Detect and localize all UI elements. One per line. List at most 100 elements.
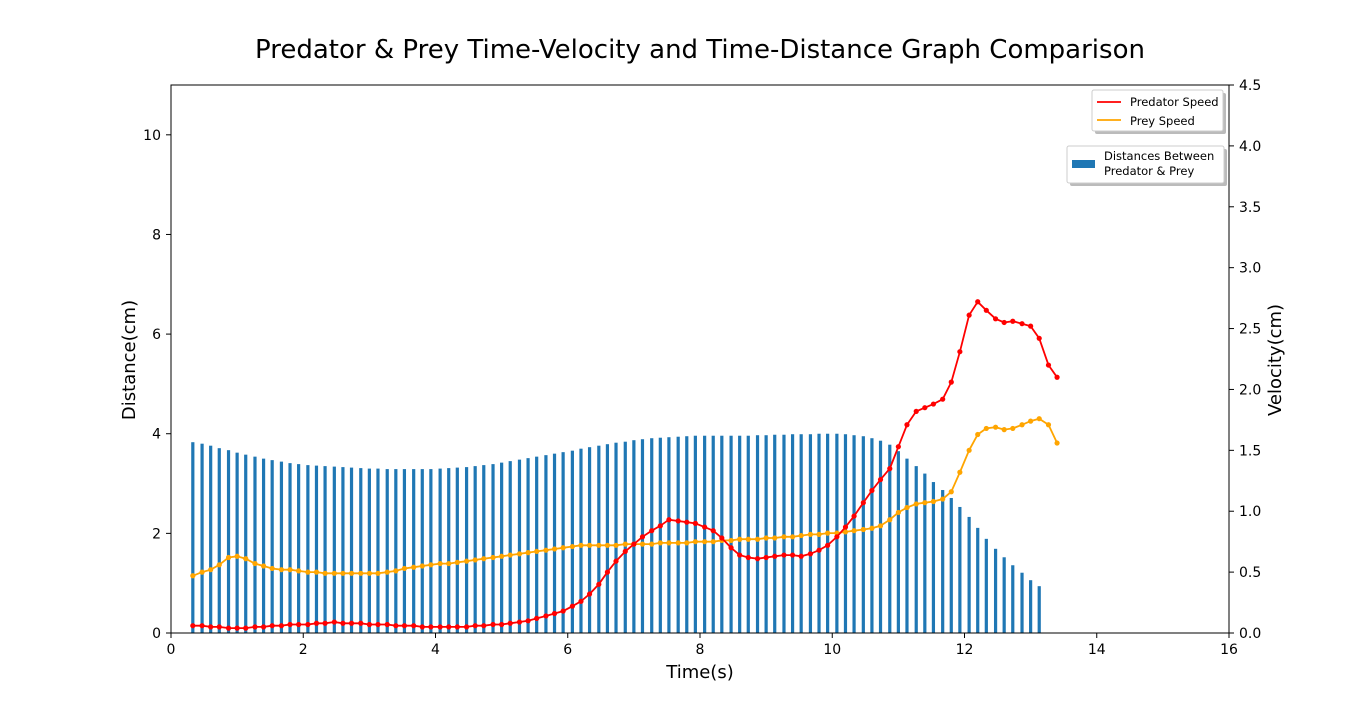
predator-speed-point — [401, 623, 408, 629]
predator-speed-point — [560, 608, 566, 614]
x-tick-label: 16 — [1220, 642, 1238, 658]
prey-speed-point — [869, 525, 875, 531]
predator-speed-point — [516, 619, 523, 625]
distance-bar — [226, 450, 231, 633]
prey-speed-point — [983, 425, 989, 432]
predator-speed-point — [1028, 323, 1034, 329]
prey-speed-point — [322, 570, 328, 576]
predator-speed-point — [269, 623, 275, 629]
prey-speed-point — [842, 529, 849, 535]
y-left-tick-label: 8 — [152, 227, 161, 243]
distance-bar — [385, 469, 389, 633]
prey-speed-point — [208, 567, 214, 573]
predator-speed-point — [692, 520, 698, 527]
predator-speed-point — [543, 613, 549, 619]
distance-bar — [976, 527, 980, 633]
prey-speed-point — [216, 562, 222, 568]
distance-bar — [579, 448, 583, 633]
prey-speed-point — [1036, 416, 1042, 422]
distance-bar — [447, 468, 451, 633]
predator-speed-point — [313, 620, 320, 626]
y-left-tick-label: 2 — [152, 526, 161, 542]
distance-bar — [949, 497, 953, 633]
prey-speed-point — [454, 559, 460, 565]
prey-speed-legend-label: Prey Speed — [1130, 114, 1195, 128]
predator-speed-point — [966, 312, 972, 318]
predator-speed-point — [322, 620, 328, 626]
distance-bar — [570, 450, 574, 633]
predator-speed-point — [534, 615, 540, 621]
prey-speed-point — [666, 540, 672, 546]
y-right-tick-label: 2.5 — [1239, 322, 1261, 338]
prey-speed-point — [657, 540, 663, 546]
y-left-tick-label: 0 — [152, 626, 161, 642]
distance-bar — [958, 506, 962, 633]
prey-speed-point — [358, 570, 364, 576]
predator-speed-point — [1036, 335, 1042, 341]
predator-speed-point — [922, 405, 928, 411]
prey-speed-point — [401, 565, 408, 572]
distance-bar — [367, 468, 371, 633]
distance-bar — [632, 440, 636, 633]
predator-speed-point — [1019, 321, 1025, 327]
predator-speed-point — [411, 623, 417, 629]
predator-speed-point — [887, 466, 893, 472]
prey-speed-point — [1001, 427, 1007, 433]
prey-speed-point — [772, 535, 778, 541]
distance-bar — [605, 444, 610, 633]
predator-speed-point — [834, 534, 840, 540]
speed-lines — [190, 299, 1060, 631]
prey-speed-point — [252, 560, 258, 567]
predator-speed-point — [613, 558, 619, 564]
y-left-tick-label: 4 — [152, 427, 161, 443]
distance-bar — [782, 434, 786, 633]
x-axis-label: Time(s) — [665, 662, 733, 683]
predator-speed-point — [1001, 319, 1007, 326]
distance-bar — [341, 467, 345, 633]
predator-speed-point — [260, 624, 267, 630]
y-right-tick-label: 0.0 — [1239, 626, 1261, 642]
predator-speed-point — [772, 553, 778, 559]
prey-speed-point — [243, 556, 249, 562]
predator-speed-point — [525, 618, 531, 624]
prey-speed-point — [604, 542, 611, 548]
prey-speed-point — [737, 536, 743, 542]
predator-speed-point — [649, 528, 655, 534]
prey-speed-point — [507, 552, 513, 558]
prey-speed-point — [851, 528, 857, 534]
distance-bar — [693, 435, 697, 633]
y-right-tick-label: 3.5 — [1239, 200, 1261, 216]
distance-bar — [773, 434, 777, 633]
distance-bar — [623, 441, 627, 633]
x-tick-label: 12 — [956, 642, 974, 658]
prey-speed-point — [877, 523, 884, 529]
y-left-axis-ticks: 0 2 4 6 8 10 — [143, 128, 171, 642]
distance-bar — [790, 434, 795, 633]
predator-speed-legend-label: Predator Speed — [1130, 95, 1219, 109]
y-right-axis-ticks: 0.0 0.5 1.0 1.5 2.0 2.5 3.0 3.5 4.0 4.5 — [1229, 78, 1261, 642]
predator-speed-point — [957, 349, 963, 355]
predator-speed-point — [877, 476, 884, 483]
predator-speed-point — [842, 524, 849, 530]
predator-speed-point — [287, 621, 293, 628]
line-legend: Predator Speed Prey Speed — [1091, 89, 1226, 134]
distance-bar — [1020, 572, 1024, 633]
predator-speed-point — [305, 621, 311, 628]
y-left-axis-label: Distance(cm) — [119, 300, 140, 420]
predator-speed-point — [807, 551, 814, 557]
predator-speed-point — [348, 620, 355, 626]
distance-bar — [878, 440, 883, 633]
distance-bar — [209, 445, 213, 633]
prey-speed-point — [446, 560, 452, 567]
distance-bar — [764, 435, 768, 633]
predator-speed-point — [975, 299, 981, 305]
distance-bar — [491, 464, 495, 633]
predator-speed-point — [825, 542, 831, 548]
predator-speed-point — [366, 621, 372, 628]
predator-speed-point — [816, 547, 822, 553]
prey-speed-point — [586, 542, 593, 548]
distance-bar — [738, 435, 742, 633]
distance-bar — [967, 516, 971, 633]
predator-speed-point — [684, 519, 690, 525]
prey-speed-point — [1019, 422, 1025, 428]
